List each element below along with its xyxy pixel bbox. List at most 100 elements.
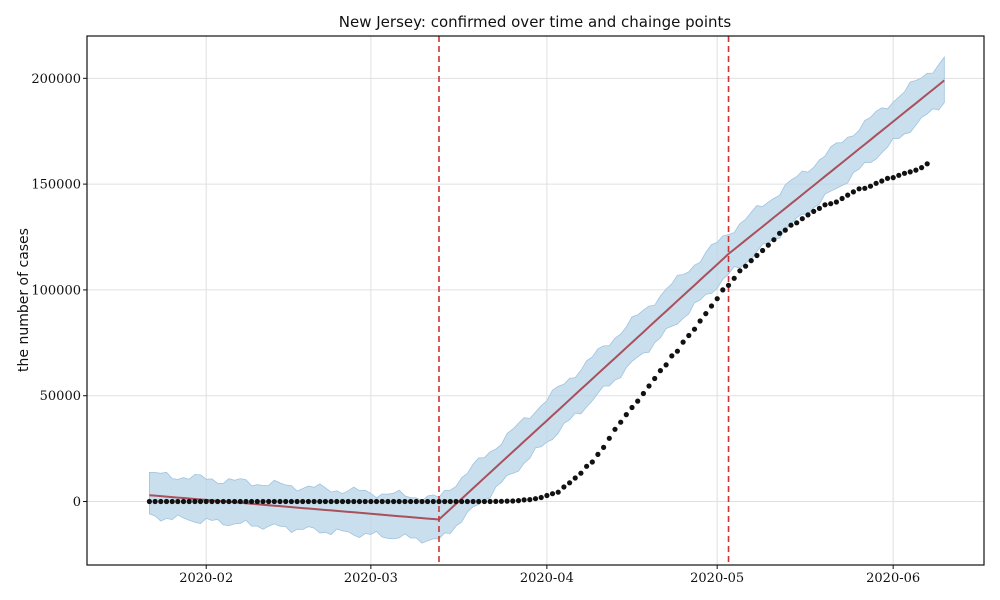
observed-point	[725, 282, 732, 288]
observed-point	[459, 498, 465, 505]
observed-point	[595, 451, 601, 457]
observed-point	[913, 167, 919, 173]
observed-point	[578, 470, 584, 476]
observed-point	[833, 199, 840, 205]
observed-point	[447, 498, 453, 505]
observed-point	[703, 311, 709, 317]
observed-point	[538, 494, 544, 501]
observed-point	[203, 498, 209, 505]
x-axis-ticks: 2020-02 2020-03 2020-04 2020-05 2020-06	[179, 565, 920, 586]
observed-point	[731, 275, 737, 281]
x-tick-label: 2020-05	[690, 571, 744, 586]
changepoint-lines	[438, 36, 730, 565]
observed-point	[260, 498, 266, 505]
observed-point	[470, 498, 476, 505]
observed-point	[243, 498, 249, 505]
observed-point	[777, 230, 783, 236]
observed-point	[919, 165, 925, 171]
observed-point	[663, 362, 669, 368]
observed-point	[714, 296, 720, 302]
observed-point	[442, 498, 448, 505]
observed-point	[345, 498, 351, 505]
y-tick-label: 150000	[31, 178, 81, 193]
y-tick-label: 100000	[31, 283, 81, 298]
observed-point	[584, 463, 590, 469]
observed-point	[567, 480, 573, 486]
observed-point	[720, 287, 726, 293]
observed-point	[317, 498, 323, 505]
observed-point	[845, 192, 851, 198]
observed-point	[612, 426, 618, 432]
observed-point	[697, 318, 703, 324]
observed-point	[549, 491, 556, 497]
observed-point	[351, 498, 357, 505]
observed-point	[249, 498, 255, 505]
observed-point	[385, 498, 391, 505]
uncertainty-band	[149, 55, 945, 544]
x-tick-label: 2020-04	[520, 571, 574, 586]
observed-point	[788, 222, 794, 228]
observed-point	[356, 498, 363, 505]
observed-point	[311, 498, 317, 505]
observed-point	[169, 498, 175, 505]
observed-point	[674, 348, 681, 354]
observed-point	[589, 459, 595, 465]
observed-point	[532, 496, 539, 502]
observed-point	[799, 216, 805, 222]
observed-point	[300, 498, 306, 505]
observed-point	[873, 180, 879, 186]
observed-point	[691, 326, 698, 332]
observed-point	[215, 498, 221, 505]
observed-point	[646, 383, 652, 389]
observed-point	[901, 170, 908, 176]
observed-point	[771, 237, 777, 243]
observed-point	[334, 498, 340, 505]
observed-point	[408, 498, 414, 505]
observed-point	[322, 498, 328, 505]
observed-point	[652, 375, 658, 382]
observed-point	[220, 498, 226, 505]
trend-line-path	[149, 79, 945, 521]
observed-point	[601, 444, 607, 450]
observed-point	[402, 498, 408, 505]
observed-point	[391, 498, 397, 505]
observed-point	[277, 498, 283, 505]
y-tick-label: 50000	[40, 389, 81, 404]
observed-point	[896, 172, 902, 178]
observed-point	[294, 498, 300, 505]
plot-frame	[86, 35, 985, 566]
observed-point	[794, 220, 800, 226]
observed-point	[839, 195, 845, 202]
observed-point	[180, 498, 187, 505]
observed-point	[362, 498, 368, 505]
observed-point	[266, 498, 272, 505]
observed-point	[453, 498, 459, 505]
observed-point	[396, 498, 402, 505]
observed-point	[158, 498, 164, 505]
uncertainty-band-area	[149, 55, 945, 544]
axes	[86, 35, 985, 566]
observed-point	[413, 498, 419, 505]
observed-point	[572, 475, 578, 481]
observed-point	[504, 498, 510, 504]
observed-point	[635, 398, 641, 404]
observed-point	[209, 498, 215, 505]
observed-point	[493, 498, 499, 504]
observed-point	[464, 498, 470, 505]
observed-point	[481, 498, 487, 505]
observed-point	[884, 175, 891, 181]
observed-point	[867, 183, 874, 189]
observed-point	[328, 498, 334, 505]
observed-point	[192, 498, 198, 505]
observed-point	[618, 419, 624, 425]
observed-point	[521, 497, 527, 503]
observed-point	[283, 498, 289, 505]
x-tick-label: 2020-02	[179, 571, 233, 586]
x-tick-label: 2020-06	[866, 571, 920, 586]
observed-point	[339, 498, 346, 505]
y-axis-label: the number of cases	[16, 228, 32, 372]
x-tick-label: 2020-03	[344, 571, 398, 586]
observed-point	[782, 227, 788, 233]
observed-point	[708, 303, 715, 309]
